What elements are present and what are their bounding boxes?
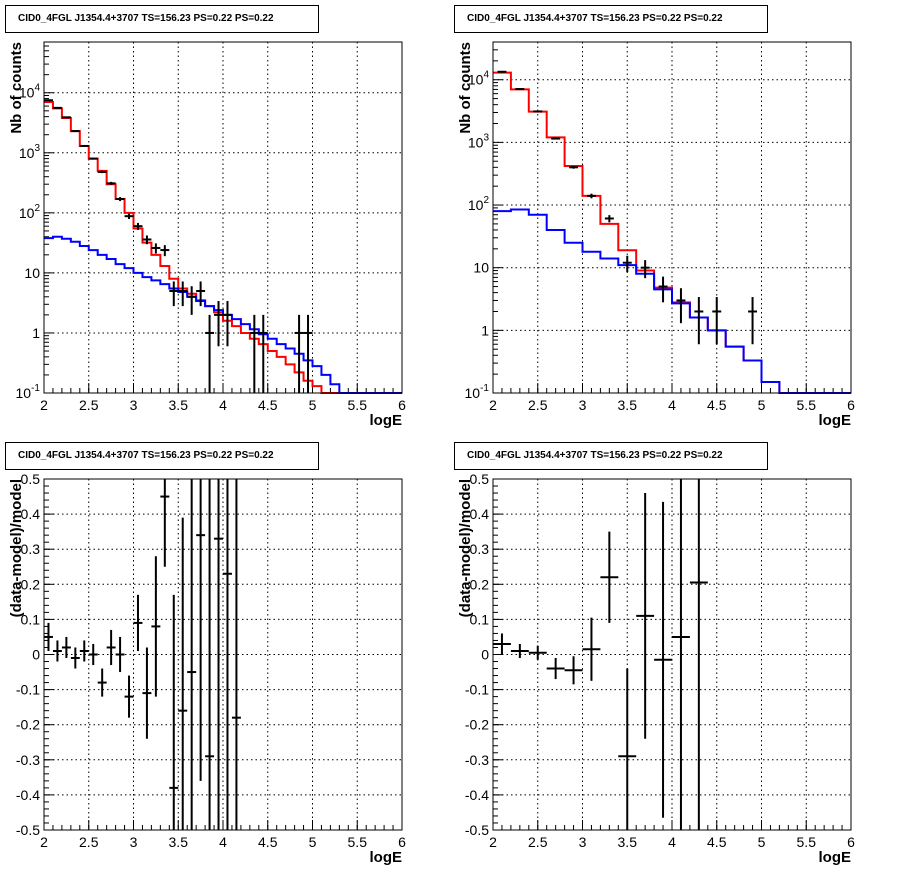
y-axis-title: Nb of counts	[457, 42, 474, 134]
x-tick-label: 2	[489, 397, 497, 413]
y-tick-label: 0.5	[21, 471, 41, 487]
y-tick-label: 10	[24, 265, 40, 281]
chart-title: CID0_4FGL J1354.4+3707 TS=156.23 PS=0.22…	[5, 5, 319, 33]
x-axis-title: logE	[370, 412, 403, 429]
x-axis-title: logE	[819, 849, 852, 866]
x-tick-label: 6	[847, 397, 855, 413]
plot-frame	[492, 41, 852, 394]
x-tick-label: 5	[758, 834, 766, 850]
x-tick-label: 5	[309, 397, 317, 413]
y-tick-label: 0	[481, 647, 489, 663]
chart-title: CID0_4FGL J1354.4+3707 TS=156.23 PS=0.22…	[5, 442, 319, 470]
series-step-line	[44, 235, 402, 394]
x-tick-label: 4	[219, 834, 227, 850]
x-tick-label: 5.5	[797, 834, 817, 850]
x-tick-label: 2.5	[528, 397, 548, 413]
y-tick-label: 0.4	[21, 506, 41, 522]
y-tick-label: 0.2	[470, 576, 490, 592]
plot-frame	[492, 478, 852, 831]
y-tick-label: -0.5	[465, 822, 489, 838]
y-tick-label: -0.5	[16, 822, 40, 838]
y-tick-label: 104	[468, 70, 490, 88]
y-tick-label: 0.3	[470, 541, 490, 557]
y-tick-label: 0.5	[470, 471, 490, 487]
x-tick-label: 2.5	[79, 397, 99, 413]
x-tick-label: 3.5	[618, 397, 638, 413]
y-tick-label: 0	[32, 647, 40, 663]
y-tick-label: 0.4	[470, 506, 490, 522]
series-step-line	[493, 208, 851, 394]
y-tick-label: 1	[481, 322, 489, 338]
y-tick-label: -0.2	[465, 717, 489, 733]
y-tick-label: 102	[468, 195, 490, 213]
x-tick-label: 3.5	[169, 834, 189, 850]
x-tick-label: 5.5	[348, 834, 368, 850]
y-axis-title: Nb of counts	[8, 42, 25, 134]
y-tick-label: -0.3	[465, 752, 489, 768]
x-tick-label: 4.5	[707, 397, 727, 413]
plot-frame	[43, 41, 403, 394]
y-tick-label: 102	[19, 203, 41, 221]
y-tick-label: 0.1	[21, 611, 41, 627]
residual-panel-right: CID0_4FGL J1354.4+3707 TS=156.23 PS=0.22…	[449, 437, 898, 874]
x-tick-label: 2	[489, 834, 497, 850]
y-tick-label: 0.3	[21, 541, 41, 557]
x-tick-label: 4.5	[707, 834, 727, 850]
x-tick-label: 3.5	[618, 834, 638, 850]
x-tick-label: 4	[668, 834, 676, 850]
y-tick-label: 10-1	[465, 383, 490, 401]
y-axis-title: (data-model)/model	[8, 479, 25, 617]
counts-chart-right: 2 2.5 3 3.5 4 4.5 5 5.5 6 10-1 1 10 102 103 104 logE Nb …	[457, 41, 855, 429]
counts-panel-right: CID0_4FGL J1354.4+3707 TS=156.23 PS=0.22…	[449, 0, 898, 437]
x-tick-label: 4.5	[258, 834, 278, 850]
plot-frame	[43, 478, 403, 831]
x-tick-label: 6	[398, 834, 406, 850]
x-tick-label: 2	[40, 834, 48, 850]
y-tick-label: 0.2	[21, 576, 41, 592]
x-tick-label: 5	[309, 834, 317, 850]
x-tick-label: 4	[668, 397, 676, 413]
x-tick-label: 3.5	[169, 397, 189, 413]
x-tick-label: 5.5	[797, 397, 817, 413]
y-tick-label: 0.1	[470, 611, 490, 627]
chart-title: CID0_4FGL J1354.4+3707 TS=156.23 PS=0.22…	[454, 5, 768, 33]
x-tick-label: 2.5	[528, 834, 548, 850]
y-tick-label: -0.4	[16, 787, 40, 803]
x-tick-label: 2.5	[79, 834, 99, 850]
y-tick-label: -0.3	[16, 752, 40, 768]
y-tick-label: 10-1	[16, 383, 41, 401]
y-tick-label: -0.4	[465, 787, 489, 803]
y-tick-label: 10	[473, 260, 489, 276]
residual-chart-left: 2 2.5 3 3.5 4 4.5 5 5.5 6 -0.5 -0.4 -0.3 -0.2 -0.1 0 0.…	[8, 471, 406, 866]
x-tick-label: 2	[40, 397, 48, 413]
y-tick-label: -0.2	[16, 717, 40, 733]
x-axis-title: logE	[370, 849, 403, 866]
chart-title: CID0_4FGL J1354.4+3707 TS=156.23 PS=0.22…	[454, 442, 768, 470]
x-tick-label: 3	[130, 397, 138, 413]
x-tick-label: 4	[219, 397, 227, 413]
x-tick-label: 6	[398, 397, 406, 413]
y-tick-label: 103	[19, 143, 41, 161]
x-axis-title: logE	[819, 412, 852, 429]
x-tick-label: 3	[579, 834, 587, 850]
x-tick-label: 5.5	[348, 397, 368, 413]
x-tick-label: 4.5	[258, 397, 278, 413]
y-tick-label: -0.1	[465, 682, 489, 698]
x-tick-label: 3	[579, 397, 587, 413]
y-tick-label: 103	[468, 132, 490, 150]
x-tick-label: 3	[130, 834, 138, 850]
y-tick-label: 1	[32, 325, 40, 341]
x-tick-label: 5	[758, 397, 766, 413]
residual-chart-right: 2 2.5 3 3.5 4 4.5 5 5.5 6 -0.5 -0.4 -0.3 -0.2 -0.1 0 0.…	[457, 471, 855, 866]
y-tick-label: -0.1	[16, 682, 40, 698]
counts-panel-left: CID0_4FGL J1354.4+3707 TS=156.23 PS=0.22…	[0, 0, 449, 437]
counts-chart-left: 2 2.5 3 3.5 4 4.5 5 5.5 6 10-1 1 10 102 103 104 logE Nb …	[8, 41, 406, 429]
y-axis-title: (data-model)/model	[457, 479, 474, 617]
y-tick-label: 104	[19, 83, 41, 101]
residual-panel-left: CID0_4FGL J1354.4+3707 TS=156.23 PS=0.22…	[0, 437, 449, 874]
x-tick-label: 6	[847, 834, 855, 850]
